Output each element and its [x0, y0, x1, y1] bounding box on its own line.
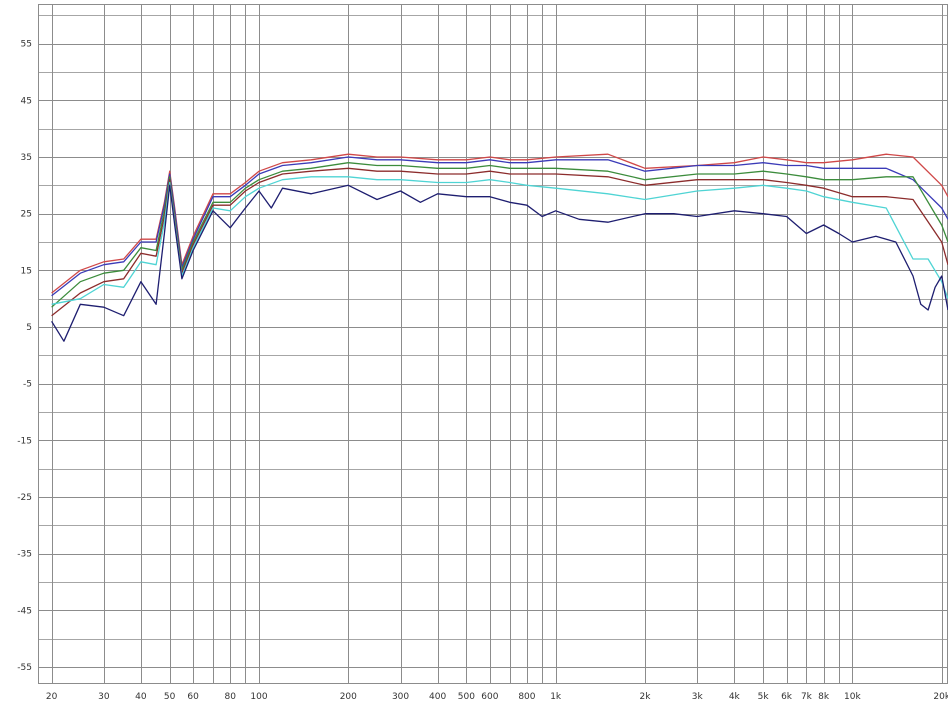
x-tick-label: 30	[98, 692, 110, 702]
y-tick-label: 5	[26, 323, 32, 333]
x-tick-label: 2k	[640, 692, 652, 702]
x-tick-label: 7k	[801, 692, 813, 702]
y-tick-label: -25	[17, 493, 32, 503]
y-tick-label: -45	[17, 606, 32, 616]
x-tick-label: 20k	[933, 692, 948, 702]
x-tick-label: 10k	[844, 692, 861, 702]
grid	[38, 4, 948, 684]
y-tick-label: 55	[21, 40, 32, 50]
y-tick-label: 15	[21, 266, 32, 276]
x-tick-label: 100	[250, 692, 267, 702]
x-tick-label: 20	[46, 692, 58, 702]
series-line-1	[51, 153, 948, 294]
x-tick-label: 60	[187, 692, 199, 702]
x-tick-label: 500	[458, 692, 475, 702]
x-tick-label: 4k	[729, 692, 741, 702]
series-line-3	[51, 162, 948, 308]
x-tick-label: 8k	[818, 692, 830, 702]
y-tick-label: -5	[23, 380, 32, 390]
y-tick-label: -55	[17, 663, 32, 673]
x-tick-label: 5k	[758, 692, 770, 702]
x-tick-label: 800	[518, 692, 535, 702]
x-tick-label: 600	[481, 692, 498, 702]
x-tick-label: 200	[340, 692, 357, 702]
series-group	[51, 153, 948, 342]
x-tick-label: 300	[392, 692, 409, 702]
y-axis-ticks: 55 45 35 25 15 5 -5 -15 -25 -35 -45 -55	[17, 40, 32, 673]
y-tick-label: -15	[17, 436, 32, 446]
x-tick-label: 1k	[550, 692, 562, 702]
x-axis-ticks: 20 30 40 50 60 80 100 200 300 400 500 600 800 1k 2k 3k 4…	[46, 692, 948, 702]
x-tick-label: 50	[164, 692, 176, 702]
y-tick-label: 35	[21, 153, 32, 163]
plot-frame	[38, 4, 948, 684]
series-line-6	[51, 184, 948, 342]
x-tick-label: 6k	[781, 692, 793, 702]
x-tick-label: 400	[429, 692, 446, 702]
y-tick-label: 25	[21, 210, 32, 220]
x-tick-label: 3k	[692, 692, 704, 702]
x-tick-label: 40	[135, 692, 147, 702]
y-tick-label: 45	[21, 96, 32, 106]
series-line-2	[51, 156, 948, 297]
x-tick-label: 80	[224, 692, 236, 702]
y-tick-label: -35	[17, 550, 32, 560]
series-line-5	[51, 176, 948, 305]
